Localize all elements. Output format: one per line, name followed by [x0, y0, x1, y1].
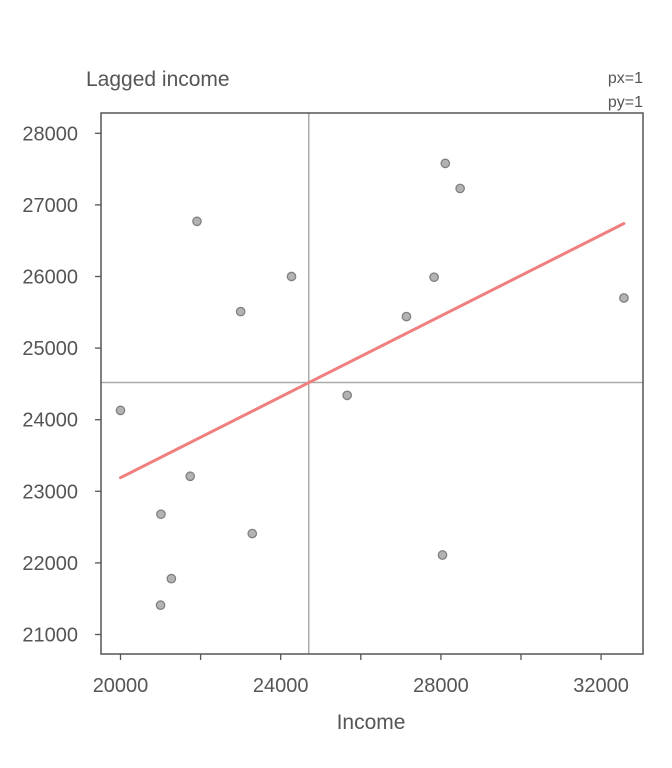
x-axis-label: Income [337, 711, 406, 734]
data-point [115, 405, 126, 416]
y-tick-label: 22000 [22, 553, 78, 575]
data-point [192, 216, 202, 227]
data-point [401, 311, 412, 322]
y-axis-label: Lagged income [86, 68, 230, 91]
annotation-py: py=1 [608, 94, 643, 111]
mean-lines [101, 113, 643, 654]
y-tick-label: 21000 [22, 625, 78, 647]
data-point [437, 550, 448, 560]
data-point [455, 183, 465, 194]
data-point [286, 271, 297, 282]
x-axis-ticks: 20000 24000 28000 32000 [93, 654, 629, 697]
y-tick-label: 25000 [22, 338, 78, 360]
x-tick-label: 24000 [253, 675, 309, 697]
y-tick-label: 23000 [22, 481, 78, 503]
data-point [166, 573, 177, 584]
x-tick-label: 28000 [413, 675, 469, 697]
data-point [429, 272, 439, 283]
data-point [440, 158, 451, 169]
y-tick-label: 28000 [22, 123, 78, 145]
data-point [156, 509, 166, 520]
annotation-px: px=1 [608, 70, 643, 87]
y-axis-ticks: 21000 22000 23000 24000 25000 26000 27000 28000 [22, 123, 101, 647]
data-point [235, 306, 246, 317]
y-tick-label: 27000 [22, 195, 78, 217]
data-point [185, 471, 196, 482]
data-point [247, 528, 258, 539]
regression-line [119, 222, 626, 480]
data-point [619, 293, 629, 303]
data-point [342, 390, 353, 401]
y-tick-label: 24000 [22, 410, 78, 432]
x-tick-label: 20000 [93, 675, 149, 697]
data-point [155, 600, 166, 610]
regression-line-group [119, 222, 626, 480]
x-tick-label: 32000 [573, 675, 629, 697]
plot-frame [100, 112, 644, 655]
data-points [115, 158, 629, 610]
y-tick-label: 26000 [22, 267, 78, 289]
